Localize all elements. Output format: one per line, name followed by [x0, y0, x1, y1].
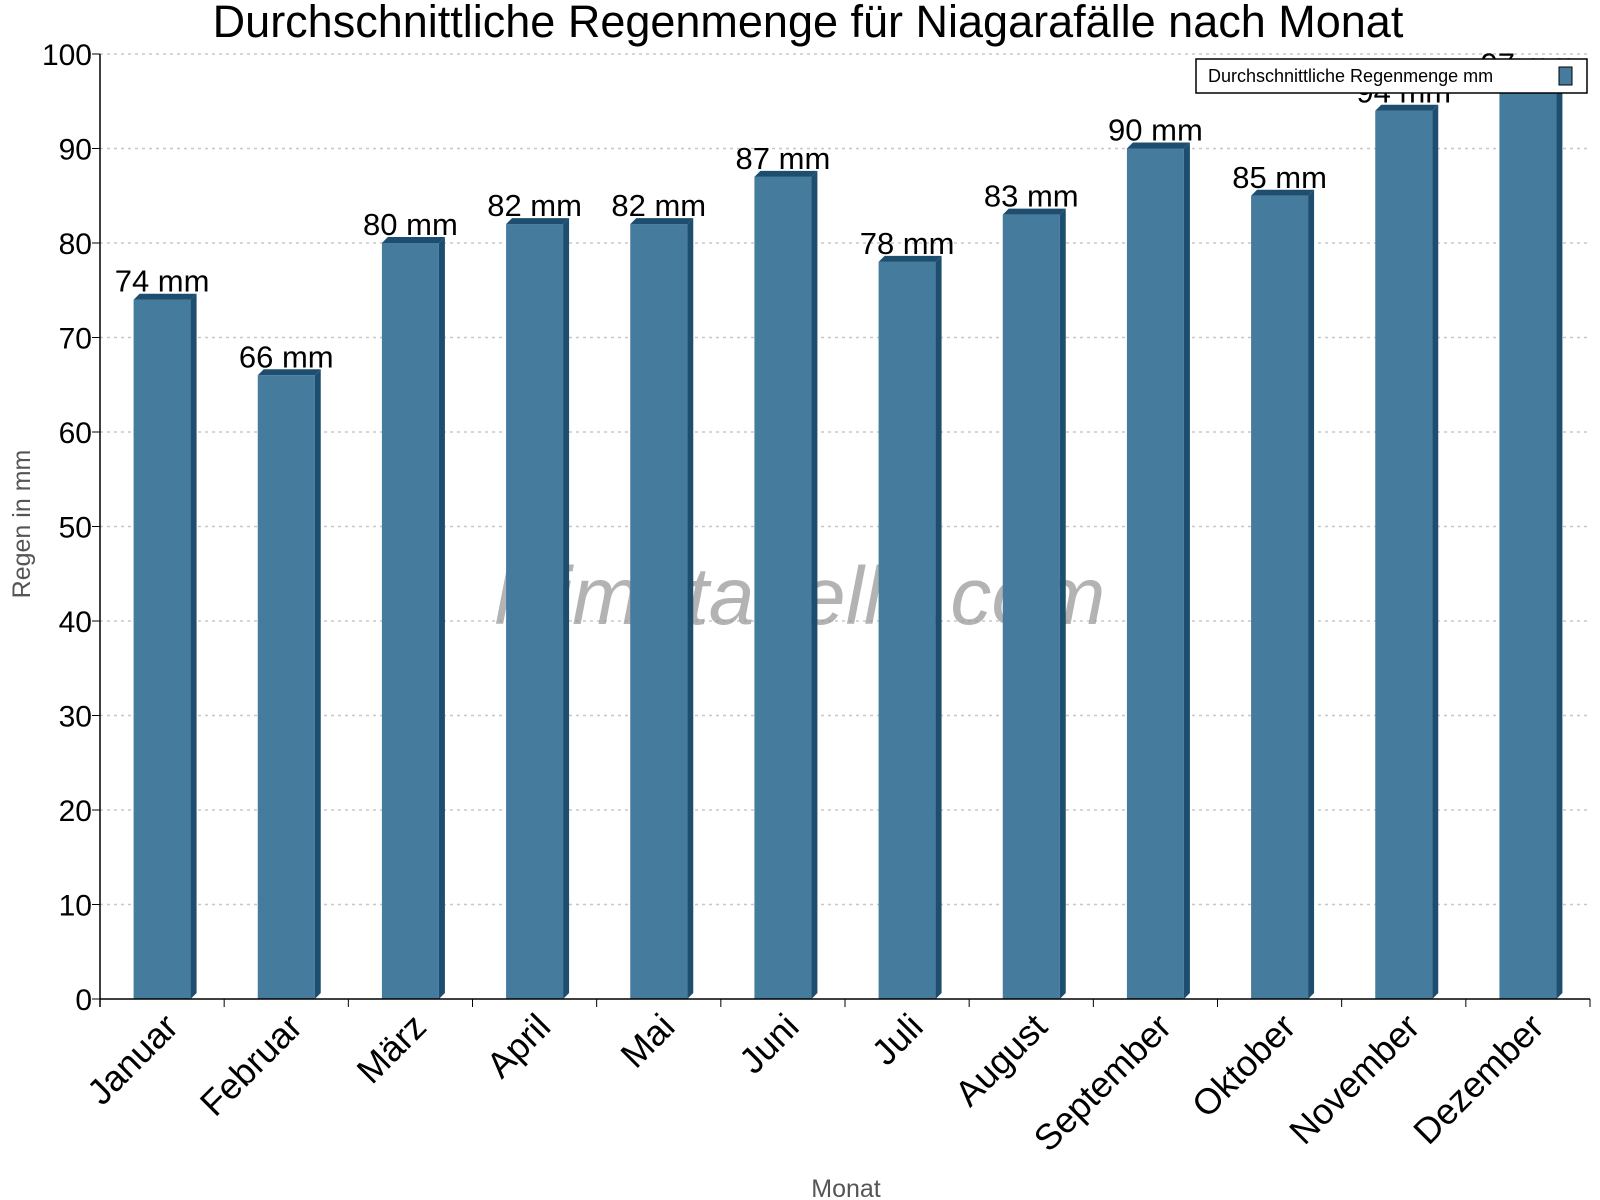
bar-top — [1126, 142, 1190, 149]
data-label: 83 mm — [984, 179, 1079, 214]
x-tick-label: Dezember — [1405, 1006, 1551, 1152]
data-label: 74 mm — [115, 264, 210, 299]
axes — [92, 53, 1591, 1007]
bar-top — [630, 218, 694, 225]
bar-top — [1002, 208, 1066, 215]
x-axis-title: Monat — [811, 1175, 881, 1200]
bar — [1251, 195, 1309, 999]
y-tick-label: 10 — [59, 890, 92, 923]
bar — [381, 243, 439, 999]
bar-side — [687, 218, 694, 1000]
bar-side — [811, 170, 818, 1000]
bar-top — [754, 170, 818, 177]
x-tick-label: August — [947, 1006, 1055, 1114]
data-label: 82 mm — [611, 188, 706, 223]
x-tick-label: März — [349, 1006, 435, 1092]
bar — [257, 375, 315, 999]
bar — [1499, 82, 1557, 1000]
bar-side — [563, 218, 570, 1000]
x-tick-label: November — [1281, 1006, 1427, 1152]
bar-top — [1251, 189, 1315, 196]
bar-side — [1308, 189, 1315, 999]
bar-top — [381, 237, 445, 243]
y-tick-label: 100 — [42, 39, 92, 72]
gridlines — [100, 53, 1590, 906]
y-tick-label: 60 — [59, 417, 92, 450]
bar — [1002, 214, 1060, 999]
y-tick-label: 30 — [59, 701, 92, 734]
bar-side — [1059, 208, 1066, 999]
x-tick-label: Oktober — [1184, 1006, 1304, 1126]
bar — [1375, 110, 1433, 999]
legend: Durchschnittliche Regenmenge mm — [1195, 58, 1588, 94]
y-tick-label: 50 — [59, 512, 92, 545]
data-label: 80 mm — [363, 207, 458, 242]
bar — [133, 299, 191, 999]
y-tick-label: 20 — [59, 795, 92, 828]
data-label: 90 mm — [1108, 113, 1203, 148]
bar — [630, 224, 688, 1000]
y-tick-label: 70 — [59, 323, 92, 356]
data-labels: 74 mm 66 mm 80 mm 82 mm 82 mm 87 mm 78 mm 83 mm… — [115, 46, 1576, 374]
x-tick-label: Juli — [864, 1006, 931, 1073]
data-label: 85 mm — [1232, 160, 1327, 195]
bar-top — [506, 218, 570, 225]
data-label: 78 mm — [860, 226, 955, 261]
bar-side — [314, 369, 321, 999]
data-label: 66 mm — [239, 339, 334, 374]
legend-box — [1195, 58, 1588, 94]
bar-top — [133, 293, 197, 300]
bar — [754, 176, 812, 1000]
bar-side — [1432, 104, 1439, 999]
y-tick-label: 40 — [59, 606, 92, 639]
bars — [133, 76, 1563, 1000]
x-tick-labels: Januar Februar März April Mai Juni Juli AugustS… — [79, 1006, 1552, 1160]
bar-side — [190, 293, 197, 999]
legend-label: Durchschnittliche Regenmenge mm — [1208, 66, 1493, 86]
bar — [878, 261, 936, 999]
chart-title: Durchschnittliche Regenmenge für Niagara… — [213, 0, 1404, 47]
bar — [1126, 148, 1184, 999]
data-label: 87 mm — [736, 141, 831, 176]
bar-side — [1183, 142, 1190, 999]
y-tick-label: 80 — [59, 228, 92, 261]
bar-top — [1375, 104, 1439, 111]
y-tick-labels: 0 10 20 30 40 50 60 70 80 90 100 — [42, 39, 92, 1017]
x-tick-label: April — [478, 1006, 558, 1086]
x-tick-label: Juni — [731, 1006, 807, 1082]
legend-swatch — [1558, 66, 1573, 86]
y-tick-label: 90 — [59, 134, 92, 167]
data-label: 82 mm — [487, 188, 582, 223]
y-axis-title: Regen in mm — [8, 450, 36, 599]
bar-side — [935, 255, 942, 999]
y-tick-label: 0 — [75, 984, 92, 1017]
bar-top — [257, 369, 321, 376]
bar — [506, 224, 564, 1000]
bar-side — [1556, 76, 1563, 1000]
x-tick-label: Januar — [79, 1006, 186, 1113]
x-tick-label: Mai — [612, 1006, 682, 1076]
bar-top — [878, 255, 942, 262]
x-tick-label: Februar — [192, 1006, 310, 1124]
bar-side — [438, 237, 445, 999]
